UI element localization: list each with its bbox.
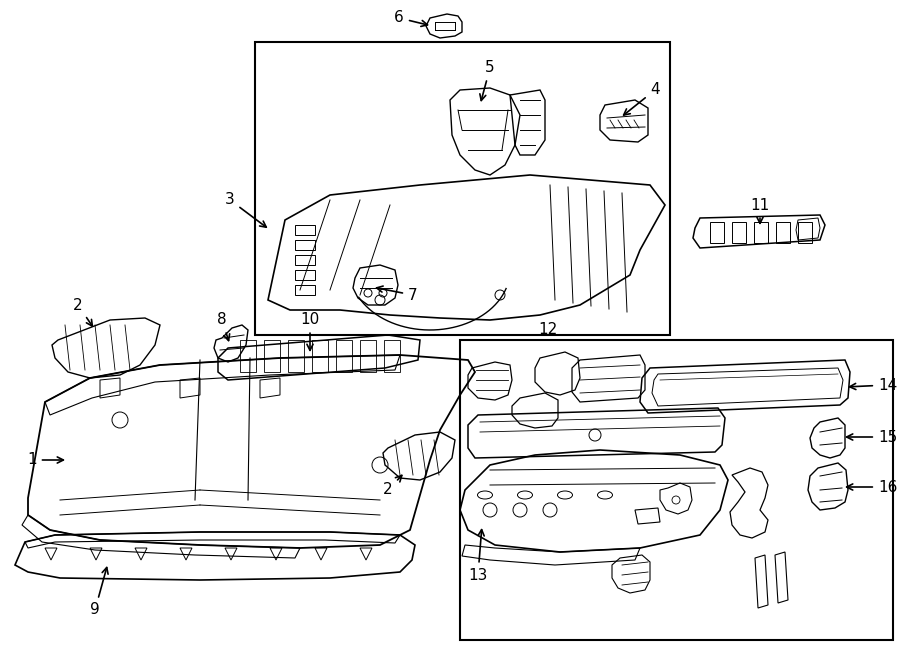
Text: 3: 3 — [225, 192, 266, 227]
Text: 14: 14 — [850, 377, 897, 393]
Text: 2: 2 — [73, 297, 93, 326]
Bar — [460, 340, 893, 640]
Text: 9: 9 — [90, 568, 108, 617]
Text: 11: 11 — [751, 198, 770, 223]
Text: 15: 15 — [847, 430, 897, 444]
Text: 1: 1 — [27, 453, 63, 467]
Text: 13: 13 — [468, 529, 488, 582]
Text: 4: 4 — [624, 83, 660, 115]
Text: 5: 5 — [480, 61, 495, 100]
Text: 8: 8 — [217, 313, 230, 340]
Text: 6: 6 — [394, 11, 428, 26]
Bar — [255, 42, 670, 335]
Text: 10: 10 — [301, 313, 320, 350]
Text: 12: 12 — [538, 323, 558, 338]
Text: 7: 7 — [376, 286, 418, 303]
Text: 2: 2 — [383, 475, 401, 498]
Text: 16: 16 — [847, 479, 897, 494]
